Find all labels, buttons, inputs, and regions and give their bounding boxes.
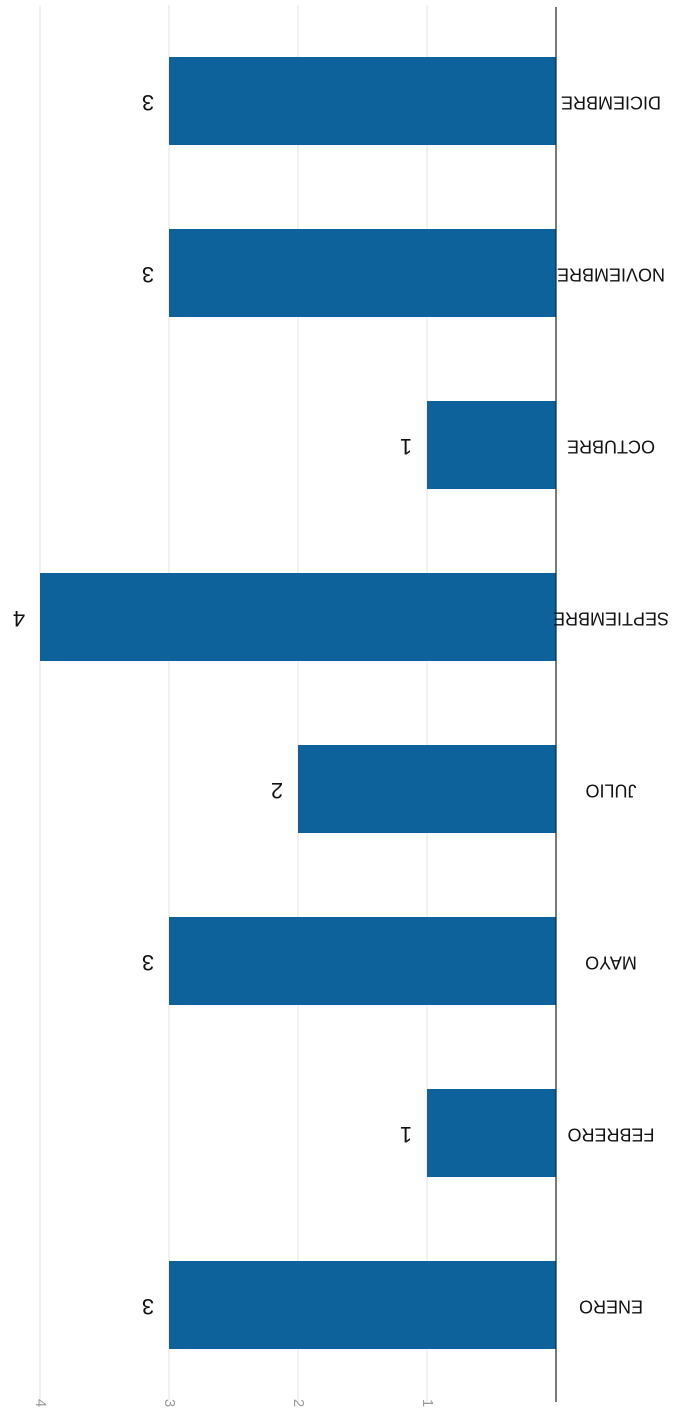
- value-tick-label: 4: [32, 1399, 49, 1407]
- bar: [169, 917, 556, 1005]
- data-label: 3: [142, 950, 154, 975]
- gridlines: [39, 5, 428, 1402]
- bar: [169, 229, 556, 317]
- category-label: DICIEMBRE: [561, 92, 661, 112]
- value-tick-label: 2: [290, 1399, 307, 1407]
- data-label: 1: [400, 1122, 412, 1147]
- data-label: 2: [271, 778, 283, 803]
- bar: [169, 1261, 556, 1349]
- category-label: SEPTIEMBRE: [553, 608, 669, 628]
- bar: [427, 1089, 556, 1177]
- data-label: 4: [13, 606, 25, 631]
- bar: [298, 745, 556, 833]
- category-label: JULIO: [585, 780, 636, 800]
- bar: [169, 57, 556, 145]
- bar: [40, 573, 556, 661]
- bars: [40, 57, 556, 1349]
- data-label: 3: [142, 262, 154, 287]
- data-label: 3: [142, 1294, 154, 1319]
- data-label: 3: [142, 90, 154, 115]
- category-label: NOVIEMBRE: [557, 264, 665, 284]
- category-label: OCTUBRE: [567, 436, 655, 456]
- labels: 1 2 3 4 3 ENERO 1 FEBRERO 3 MAYO 2 JULIO 4 SEPTIEMBRE…: [13, 90, 669, 1407]
- value-tick-label: 1: [419, 1399, 436, 1407]
- category-label: FEBRERO: [567, 1124, 654, 1144]
- data-label: 1: [400, 434, 412, 459]
- category-label: MAYO: [585, 952, 637, 972]
- bar: [427, 401, 556, 489]
- category-label: ENERO: [579, 1296, 643, 1316]
- value-tick-label: 3: [161, 1399, 178, 1407]
